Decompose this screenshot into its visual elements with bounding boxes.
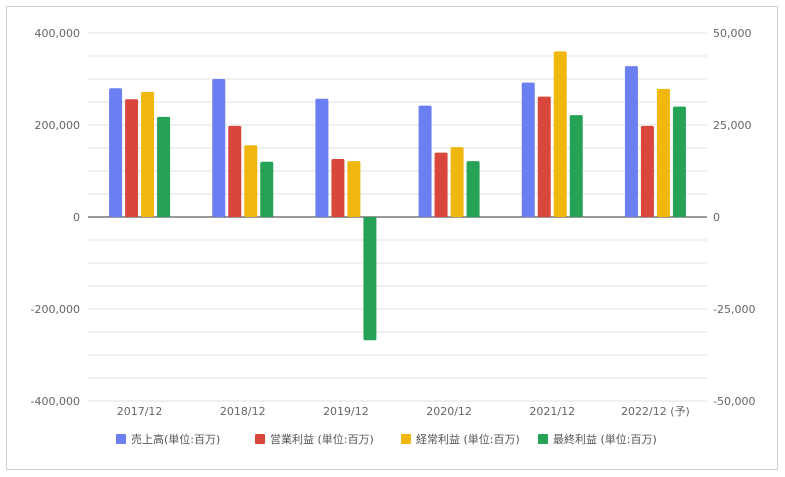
left-tick-label: 400,000 xyxy=(35,27,81,40)
x-axis-labels: 2017/12 2018/12 2019/12 2020/12 2021/12 2022/… xyxy=(117,405,690,418)
bar xyxy=(363,217,377,341)
bar xyxy=(553,51,567,218)
legend-label: 営業利益 (単位:百万) xyxy=(270,432,374,446)
legend-label: 経常利益 (単位:百万) xyxy=(416,432,520,446)
legend-swatch xyxy=(401,434,411,444)
legend-swatch xyxy=(255,434,265,444)
bar xyxy=(656,88,670,217)
bar xyxy=(260,161,274,217)
left-tick-label: 0 xyxy=(73,211,80,224)
left-tick-label: -400,000 xyxy=(31,395,80,408)
bar xyxy=(537,96,551,217)
right-tick-label: 0 xyxy=(713,211,720,224)
legend-label: 売上高(単位:百万) xyxy=(131,432,220,446)
bar xyxy=(331,159,345,217)
gridlines xyxy=(88,32,707,402)
legend: 売上高(単位:百万) 営業利益 (単位:百万) 経常利益 (単位:百万) 最終利益 (… xyxy=(116,432,657,446)
x-tick-label: 2017/12 xyxy=(117,405,163,418)
bar xyxy=(244,145,258,217)
x-tick-label: 2021/12 xyxy=(529,405,575,418)
left-axis-ticks: 400,000 200,000 0 -200,000 -400,000 xyxy=(31,27,80,408)
x-tick-label: 2018/12 xyxy=(220,405,266,418)
bar xyxy=(418,105,432,217)
x-tick-label: 2019/12 xyxy=(323,405,369,418)
legend-swatch xyxy=(538,434,548,444)
right-tick-label: 25,000 xyxy=(713,119,752,132)
x-tick-label: 2020/12 xyxy=(426,405,472,418)
bar xyxy=(466,161,480,217)
bar xyxy=(434,152,448,217)
bar xyxy=(450,147,464,217)
bar xyxy=(569,115,583,217)
bar xyxy=(624,66,638,218)
right-tick-label: -25,000 xyxy=(713,303,755,316)
left-tick-label: 200,000 xyxy=(35,119,81,132)
right-axis-ticks: 50,000 25,000 0 -25,000 -50,000 xyxy=(713,27,755,408)
x-tick-label: 2022/12 (予) xyxy=(621,405,690,418)
bar xyxy=(672,106,686,217)
bar xyxy=(640,125,654,217)
right-tick-label: -50,000 xyxy=(713,395,755,408)
legend-swatch xyxy=(116,434,126,444)
bars xyxy=(109,51,686,341)
bar xyxy=(521,82,535,218)
chart-frame xyxy=(6,6,778,470)
bar xyxy=(157,116,171,217)
right-tick-label: 50,000 xyxy=(713,27,752,40)
bar xyxy=(315,98,329,217)
legend-label: 最終利益 (単位:百万) xyxy=(553,432,657,446)
bar xyxy=(141,91,155,217)
bar xyxy=(347,161,361,217)
bar xyxy=(228,125,242,217)
bar xyxy=(109,88,123,217)
left-tick-label: -200,000 xyxy=(31,303,80,316)
bar xyxy=(125,99,139,217)
bar xyxy=(212,79,226,217)
